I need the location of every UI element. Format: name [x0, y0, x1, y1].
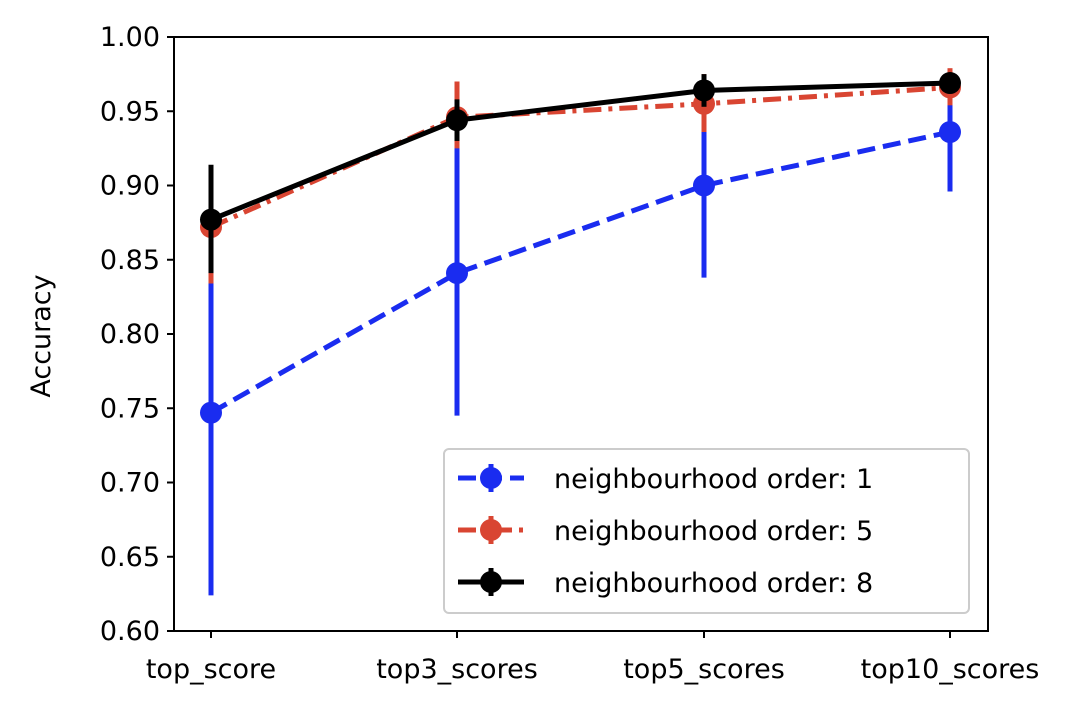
y-tick-label: 0.95 — [100, 96, 160, 127]
series-1 — [200, 72, 961, 596]
data-point — [939, 121, 961, 144]
legend-marker — [480, 571, 502, 593]
legend-box — [443, 448, 970, 614]
legend-marker — [480, 519, 502, 541]
data-point — [693, 79, 715, 102]
y-tick-label: 1.00 — [100, 22, 160, 53]
y-tick-label: 0.65 — [100, 542, 160, 573]
x-tick-label: top_score — [146, 654, 276, 685]
legend-entry-2: neighbourhood order: 5 — [458, 516, 873, 547]
data-point — [446, 109, 468, 132]
data-point — [693, 174, 715, 197]
series-line — [209, 129, 951, 415]
axes: 0.60 0.65 0.70 0.75 0.80 0.85 0.90 0.95 1.00 top_… — [100, 22, 1039, 685]
legend-entry-1: neighbourhood order: 1 — [458, 464, 873, 495]
y-axis-label: Accuracy — [26, 274, 57, 397]
legend-label: neighbourhood order: 5 — [554, 516, 873, 547]
legend-marker — [480, 467, 502, 489]
series-line — [210, 80, 951, 222]
data-point — [446, 262, 468, 285]
y-tick-label: 0.70 — [100, 468, 160, 499]
x-tick-label: top5_scores — [623, 654, 785, 685]
data-point — [200, 401, 222, 424]
y-tick-label: 0.80 — [100, 319, 160, 350]
plot-area — [200, 68, 961, 596]
y-tick-label: 0.60 — [100, 616, 160, 647]
data-point — [200, 208, 222, 231]
legend-entry-3: neighbourhood order: 8 — [458, 568, 873, 599]
legend-label: neighbourhood order: 1 — [554, 464, 873, 495]
series-3 — [200, 72, 961, 274]
y-tick-label: 0.85 — [100, 245, 160, 276]
x-tick-label: top3_scores — [376, 654, 538, 685]
data-point — [939, 72, 961, 95]
legend-label: neighbourhood order: 8 — [554, 568, 873, 599]
y-tick-label: 0.90 — [100, 171, 160, 202]
legend: neighbourhood order: 1 neighbourhood orde… — [443, 448, 970, 614]
x-tick-label: top10_scores — [861, 654, 1040, 685]
y-tick-label: 0.75 — [100, 393, 160, 424]
